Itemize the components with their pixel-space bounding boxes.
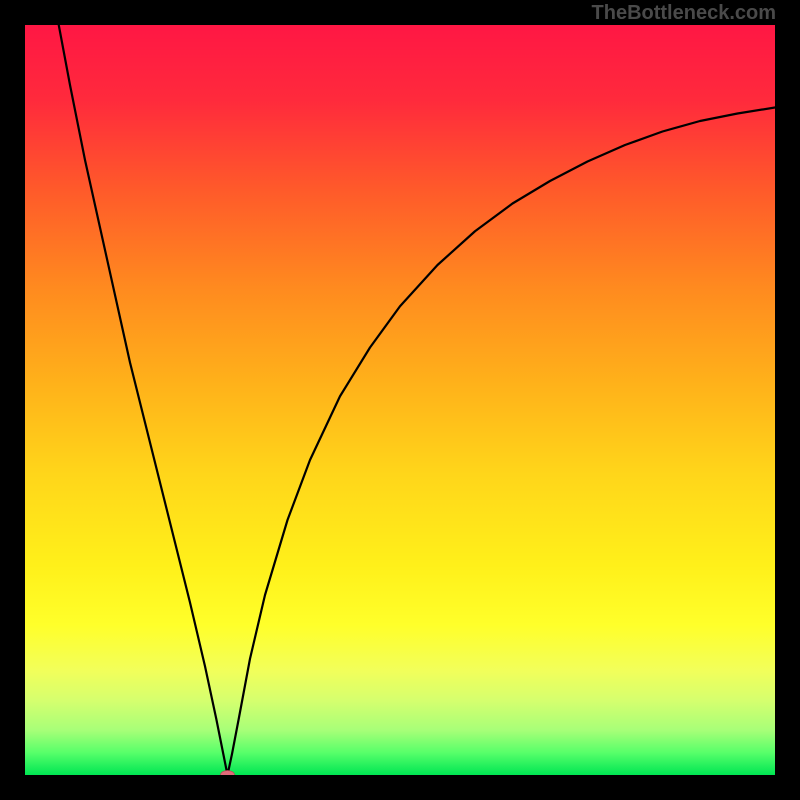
minimum-marker bbox=[221, 771, 235, 776]
curve-svg bbox=[25, 25, 775, 775]
bottleneck-curve bbox=[59, 25, 775, 775]
plot-area bbox=[25, 25, 775, 775]
chart-container: TheBottleneck.com bbox=[0, 0, 800, 800]
watermark-text: TheBottleneck.com bbox=[592, 2, 776, 25]
